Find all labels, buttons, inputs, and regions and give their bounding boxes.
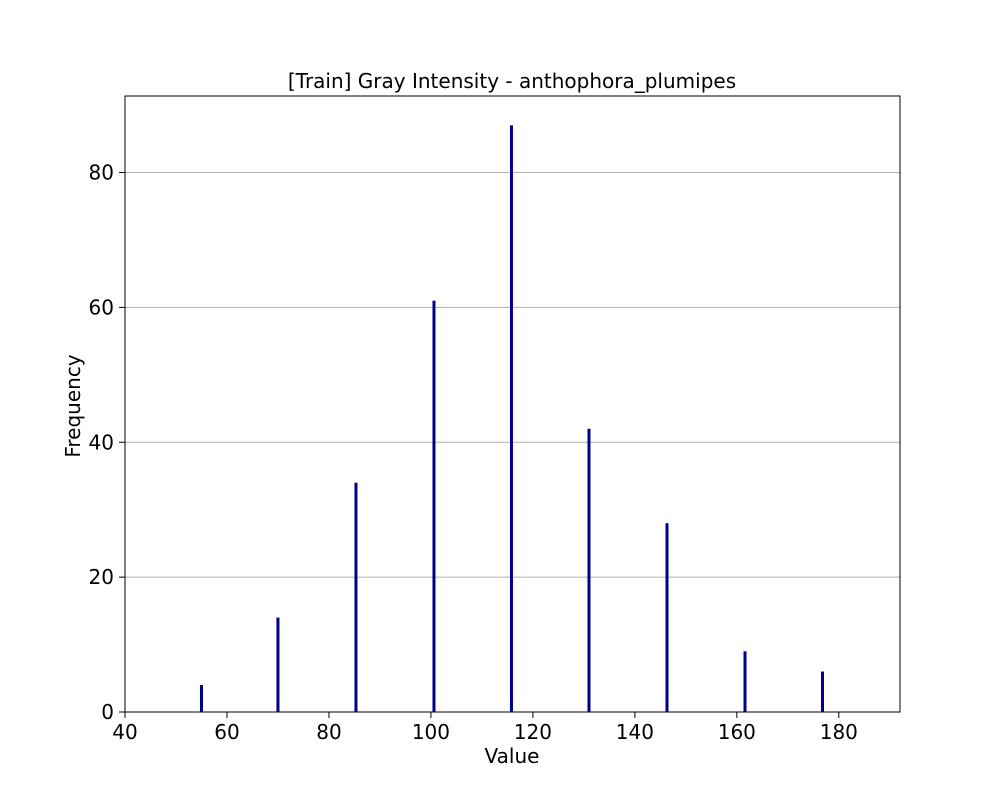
x-axis-ticks: 40 60 80 100 120 140 160 180 [112,712,858,744]
bars [199,125,824,713]
chart-title: [Train] Gray Intensity - anthophora_plum… [288,69,736,93]
histogram-bar [199,685,203,712]
x-tick-label: 120 [514,720,552,744]
histogram-bar [587,428,591,712]
y-tick-label: 60 [89,295,114,319]
histogram-bar [665,523,669,712]
y-tick-label: 0 [101,700,114,724]
histogram-bar [821,671,824,712]
histogram-bar [354,482,358,712]
y-axis-ticks: 0 20 40 60 80 [89,161,125,724]
x-tick-label: 80 [316,720,341,744]
x-tick-label: 180 [820,720,858,744]
x-tick-label: 40 [112,720,137,744]
histogram-bar [432,300,436,712]
y-axis-label: Frequency [61,354,85,457]
x-axis-label: Value [485,744,540,768]
y-tick-label: 40 [89,430,114,454]
x-tick-label: 140 [616,720,654,744]
histogram-bar [743,651,747,712]
histogram-bar [509,125,513,713]
plot-area-frame [124,95,901,713]
y-tick-label: 20 [89,565,114,589]
x-tick-label: 100 [412,720,450,744]
x-tick-label: 160 [718,720,756,744]
histogram-bar [276,617,280,712]
y-tick-label: 80 [89,161,114,185]
x-tick-label: 60 [214,720,239,744]
